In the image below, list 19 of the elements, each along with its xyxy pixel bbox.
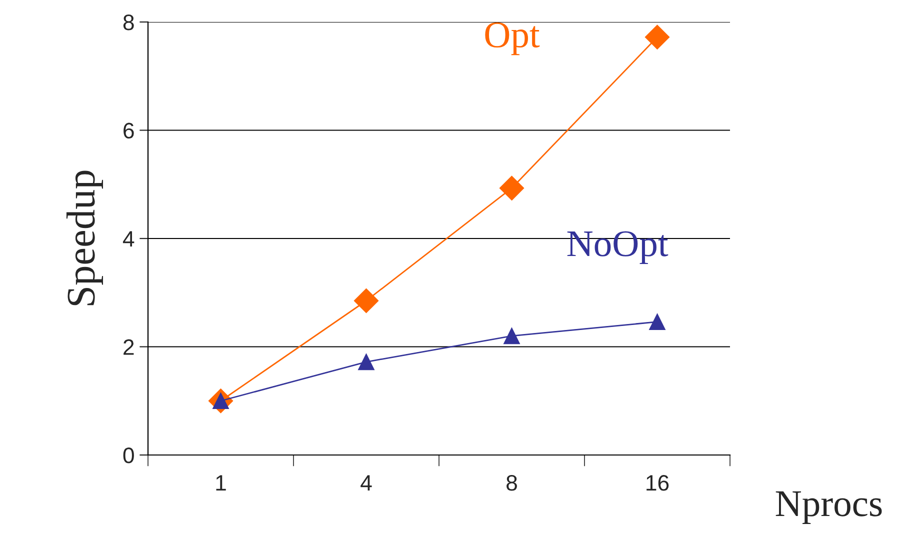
y-tick-label: 2 bbox=[124, 339, 134, 355]
series-label: Opt bbox=[485, 22, 540, 56]
y-tick-label: 6 bbox=[124, 122, 134, 139]
y-tick-label: 4 bbox=[122, 231, 134, 247]
point bbox=[354, 288, 379, 314]
series-label: NoOpt bbox=[567, 231, 668, 264]
x-tick-label: 4 bbox=[360, 475, 372, 491]
point bbox=[649, 314, 666, 330]
point bbox=[358, 354, 374, 370]
x-tick-label: 16 bbox=[646, 475, 669, 491]
y-tick-label: 0 bbox=[123, 448, 134, 464]
x-axis-title: Nprocs bbox=[776, 491, 882, 524]
point bbox=[504, 328, 520, 344]
y-axis-title: Speedup bbox=[66, 170, 104, 306]
x-tick-label: 1 bbox=[216, 475, 226, 491]
x-tick-label: 8 bbox=[506, 475, 517, 491]
y-tick-label: 8 bbox=[123, 14, 134, 30]
point bbox=[499, 176, 524, 200]
point bbox=[644, 24, 670, 50]
